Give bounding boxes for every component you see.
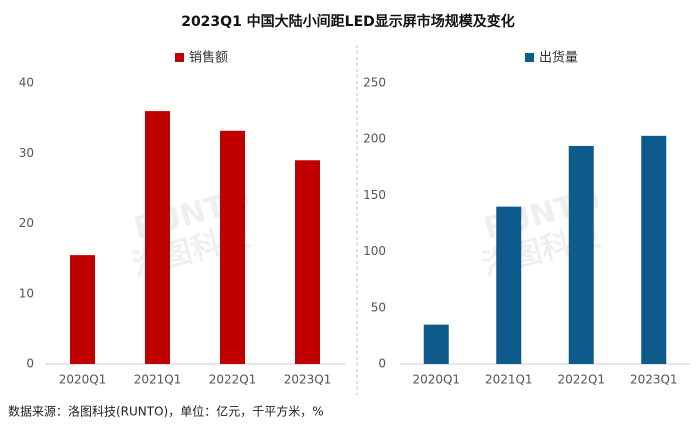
page-title: 2023Q1 中国大陆小间距LED显示屏市场规模及变化 bbox=[181, 13, 515, 30]
legend-label: 销售额 bbox=[189, 50, 228, 66]
bar bbox=[568, 145, 594, 364]
bar bbox=[641, 135, 667, 364]
bar bbox=[145, 111, 170, 364]
bar bbox=[70, 255, 95, 364]
x-tick-label: 2020Q1 bbox=[59, 373, 107, 387]
y-tick-label: 20 bbox=[19, 216, 34, 230]
y-tick-label: 40 bbox=[19, 76, 34, 90]
y-tick-label: 0 bbox=[26, 357, 34, 371]
x-tick-label: 2021Q1 bbox=[134, 373, 182, 387]
bar bbox=[220, 130, 245, 364]
x-tick-label: 2023Q1 bbox=[284, 373, 332, 387]
bar bbox=[496, 206, 522, 364]
bar bbox=[295, 160, 320, 364]
y-tick-label: 250 bbox=[363, 76, 386, 90]
y-tick-label: 100 bbox=[363, 244, 386, 258]
bar bbox=[423, 324, 449, 364]
legend-swatch bbox=[175, 53, 184, 62]
y-tick-label: 50 bbox=[371, 300, 386, 314]
x-tick-label: 2020Q1 bbox=[412, 373, 460, 387]
y-tick-label: 30 bbox=[19, 146, 34, 160]
x-tick-label: 2023Q1 bbox=[630, 373, 678, 387]
x-tick-label: 2022Q1 bbox=[209, 373, 257, 387]
legend-swatch bbox=[525, 53, 534, 62]
x-tick-label: 2021Q1 bbox=[485, 373, 533, 387]
legend-label: 出货量 bbox=[539, 50, 578, 66]
x-tick-label: 2022Q1 bbox=[557, 373, 605, 387]
y-tick-label: 0 bbox=[378, 357, 386, 371]
y-tick-label: 10 bbox=[19, 286, 34, 300]
source-note: 数据来源：洛图科技(RUNTO)，单位：亿元，千平方米，% bbox=[8, 404, 324, 419]
y-tick-label: 200 bbox=[363, 132, 386, 146]
y-tick-label: 150 bbox=[363, 188, 386, 202]
